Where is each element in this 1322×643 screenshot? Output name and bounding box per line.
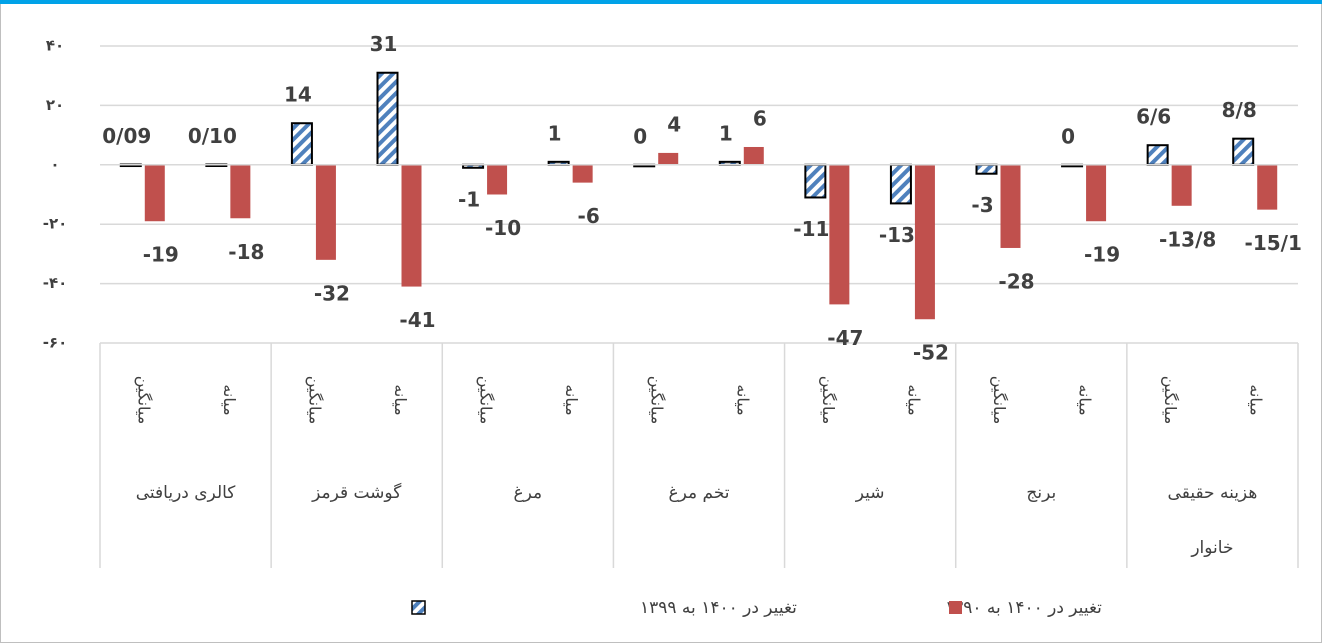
legend-label: تغییر در ۱۴۰۰ به ۱۳۹۰ <box>945 598 1102 618</box>
data-label: -47 <box>827 326 863 350</box>
top-bar <box>0 0 1322 4</box>
data-label: -19 <box>1084 243 1120 267</box>
x-tick-label: میانگین <box>133 376 153 425</box>
data-label: 0/10 <box>188 124 237 148</box>
x-tick-label: میانه <box>733 384 752 415</box>
group-label: گوشت قرمز <box>311 482 402 503</box>
x-tick-label: میانه <box>904 384 923 415</box>
x-tick-label: میانه <box>391 384 410 415</box>
x-tick-label: میانگین <box>304 376 324 425</box>
bar <box>401 164 422 287</box>
data-label: 1 <box>719 121 733 145</box>
y-tick-label: -۶۰ <box>43 334 68 352</box>
data-label: 0/09 <box>102 124 151 148</box>
bar <box>376 71 399 166</box>
bar <box>230 164 251 219</box>
y-tick-label: -۴۰ <box>43 274 68 292</box>
x-tick-label: میانه <box>1247 384 1266 415</box>
legend-label: تغییر در ۱۴۰۰ به ۱۳۹۹ <box>640 598 797 618</box>
data-label: 31 <box>370 32 398 56</box>
x-tick-label: میانگین <box>989 376 1009 425</box>
data-label: -11 <box>793 217 829 241</box>
x-tick-label: میانگین <box>1160 376 1180 425</box>
data-label: -52 <box>913 341 949 365</box>
y-tick-label: -۲۰ <box>43 215 68 233</box>
legend-swatch <box>411 600 426 615</box>
data-label: -13 <box>879 223 915 247</box>
bar <box>1086 164 1107 222</box>
bar <box>804 163 827 199</box>
data-label: 1 <box>548 121 562 145</box>
bar <box>658 152 679 165</box>
bar <box>290 122 313 166</box>
x-tick-label: میانه <box>562 384 581 415</box>
data-label: 0 <box>633 124 647 148</box>
data-label: -3 <box>971 193 993 217</box>
data-label: -6 <box>578 204 600 228</box>
group-label: کالری دریافتی <box>136 483 237 503</box>
bar <box>572 164 593 183</box>
bar <box>889 163 912 205</box>
data-label: -18 <box>228 240 264 264</box>
bar <box>1257 164 1278 210</box>
group-label: مرغ <box>514 483 543 503</box>
data-label: -32 <box>314 281 350 305</box>
data-label: -19 <box>143 243 179 267</box>
data-label: 6/6 <box>1136 105 1171 129</box>
bar <box>1000 164 1021 248</box>
y-tick-label: ۲۰ <box>46 96 64 114</box>
bar <box>829 164 850 305</box>
data-label: -41 <box>399 308 435 332</box>
x-tick-label: میانگین <box>818 376 838 425</box>
data-label: -13/8 <box>1159 227 1216 251</box>
bar <box>487 164 508 195</box>
group-label: شیر <box>855 483 885 503</box>
x-tick-label: میانگین <box>476 376 496 425</box>
data-label: 14 <box>284 83 312 107</box>
bar <box>975 163 998 175</box>
x-tick-label: میانه <box>1076 384 1095 415</box>
data-label: -28 <box>998 269 1034 293</box>
group-label: برنج <box>1026 483 1056 503</box>
bar <box>1171 164 1192 206</box>
bar <box>315 164 336 260</box>
bar <box>144 164 165 222</box>
group-label: هزینه حقیقی خانوار <box>1168 483 1258 558</box>
data-label: -1 <box>458 187 480 211</box>
data-label: 6 <box>753 106 767 130</box>
y-tick-label: ۴۰ <box>46 37 64 55</box>
data-label: -15/1 <box>1245 231 1302 255</box>
x-tick-label: میانگین <box>647 376 667 425</box>
data-label: 4 <box>667 112 681 136</box>
y-tick-label: ۰ <box>50 155 59 173</box>
legend-swatch <box>949 601 962 614</box>
bar <box>1232 137 1255 166</box>
bar <box>914 164 935 320</box>
bar <box>1146 144 1169 166</box>
data-label: 0 <box>1061 124 1075 148</box>
data-label: 8/8 <box>1222 98 1257 122</box>
group-label: تخم مرغ <box>668 483 729 503</box>
data-label: -10 <box>485 216 521 240</box>
x-tick-label: میانه <box>220 384 239 415</box>
bar <box>743 146 764 165</box>
